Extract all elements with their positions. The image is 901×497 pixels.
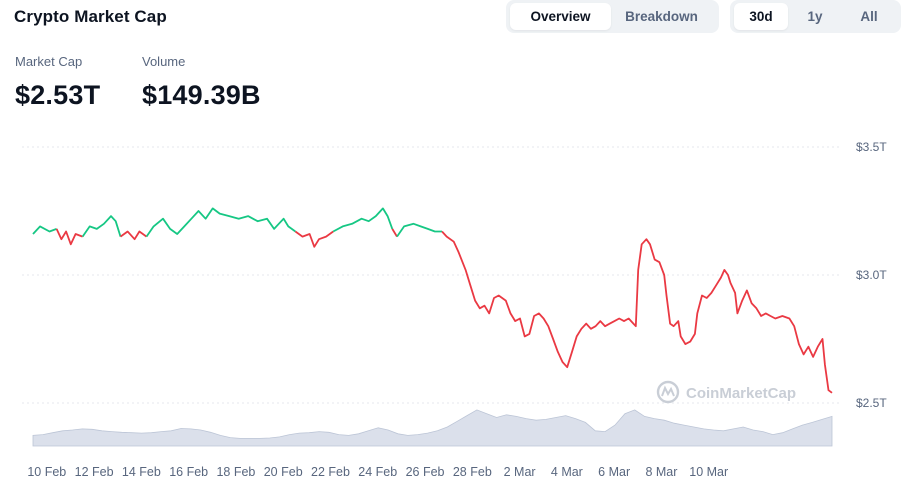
y-tick-label: $2.5T xyxy=(856,396,887,410)
price-line-down xyxy=(441,230,833,394)
volume-label: Volume xyxy=(142,54,186,69)
tab-breakdown[interactable]: Breakdown xyxy=(625,9,698,24)
y-tick-label: $3.5T xyxy=(856,140,887,154)
x-tick-label: 22 Feb xyxy=(311,465,350,479)
volume-fill xyxy=(32,409,833,447)
x-tick-label: 26 Feb xyxy=(406,465,445,479)
x-tick-label: 10 Feb xyxy=(27,465,66,479)
watermark: CoinMarketCap xyxy=(656,380,796,404)
market-cap-value: $2.53T xyxy=(15,80,101,110)
x-tick-label: 12 Feb xyxy=(75,465,114,479)
price-line-up xyxy=(396,222,442,238)
price-line-up xyxy=(145,207,296,238)
x-tick-label: 10 Mar xyxy=(689,465,728,479)
range-toggle: 30d 1y All xyxy=(730,0,901,33)
x-tick-label: 18 Feb xyxy=(216,465,255,479)
range-all-button[interactable]: All xyxy=(860,9,878,24)
watermark-text: CoinMarketCap xyxy=(686,385,796,402)
price-line xyxy=(32,207,833,394)
x-tick-label: 28 Feb xyxy=(453,465,492,479)
volume-value: $149.39B xyxy=(142,80,261,110)
x-axis: 10 Feb 12 Feb 14 Feb 16 Feb 18 Feb 20 Feb 22 F… xyxy=(27,465,728,479)
market-cap-label: Market Cap xyxy=(15,54,83,69)
volume-area xyxy=(32,409,833,447)
x-tick-label: 16 Feb xyxy=(169,465,208,479)
tab-overview[interactable]: Overview xyxy=(510,3,611,30)
y-tick-label: $3.0T xyxy=(856,268,887,282)
x-tick-label: 14 Feb xyxy=(122,465,161,479)
y-axis: $3.5T $3.0T $2.5T xyxy=(856,140,887,410)
price-line-down xyxy=(294,230,334,248)
page-title: Crypto Market Cap xyxy=(14,7,167,26)
price-line-up xyxy=(32,225,57,235)
coinmarketcap-logo-mark xyxy=(661,385,675,397)
range-30d-button[interactable]: 30d xyxy=(734,3,788,30)
price-line-down xyxy=(119,230,148,241)
price-line-down xyxy=(55,228,83,246)
coinmarketcap-logo-icon xyxy=(656,380,680,404)
x-tick-label: 24 Feb xyxy=(358,465,397,479)
price-line-up xyxy=(81,215,122,238)
grid xyxy=(22,146,840,404)
range-1y-button[interactable]: 1y xyxy=(807,9,823,24)
x-tick-label: 2 Mar xyxy=(504,465,536,479)
x-tick-label: 20 Feb xyxy=(264,465,303,479)
x-tick-label: 6 Mar xyxy=(598,465,630,479)
price-line-up xyxy=(332,207,394,233)
view-toggle: Overview Breakdown xyxy=(506,0,719,33)
x-tick-label: 4 Mar xyxy=(551,465,583,479)
x-tick-label: 8 Mar xyxy=(645,465,677,479)
price-line-down xyxy=(391,228,398,238)
